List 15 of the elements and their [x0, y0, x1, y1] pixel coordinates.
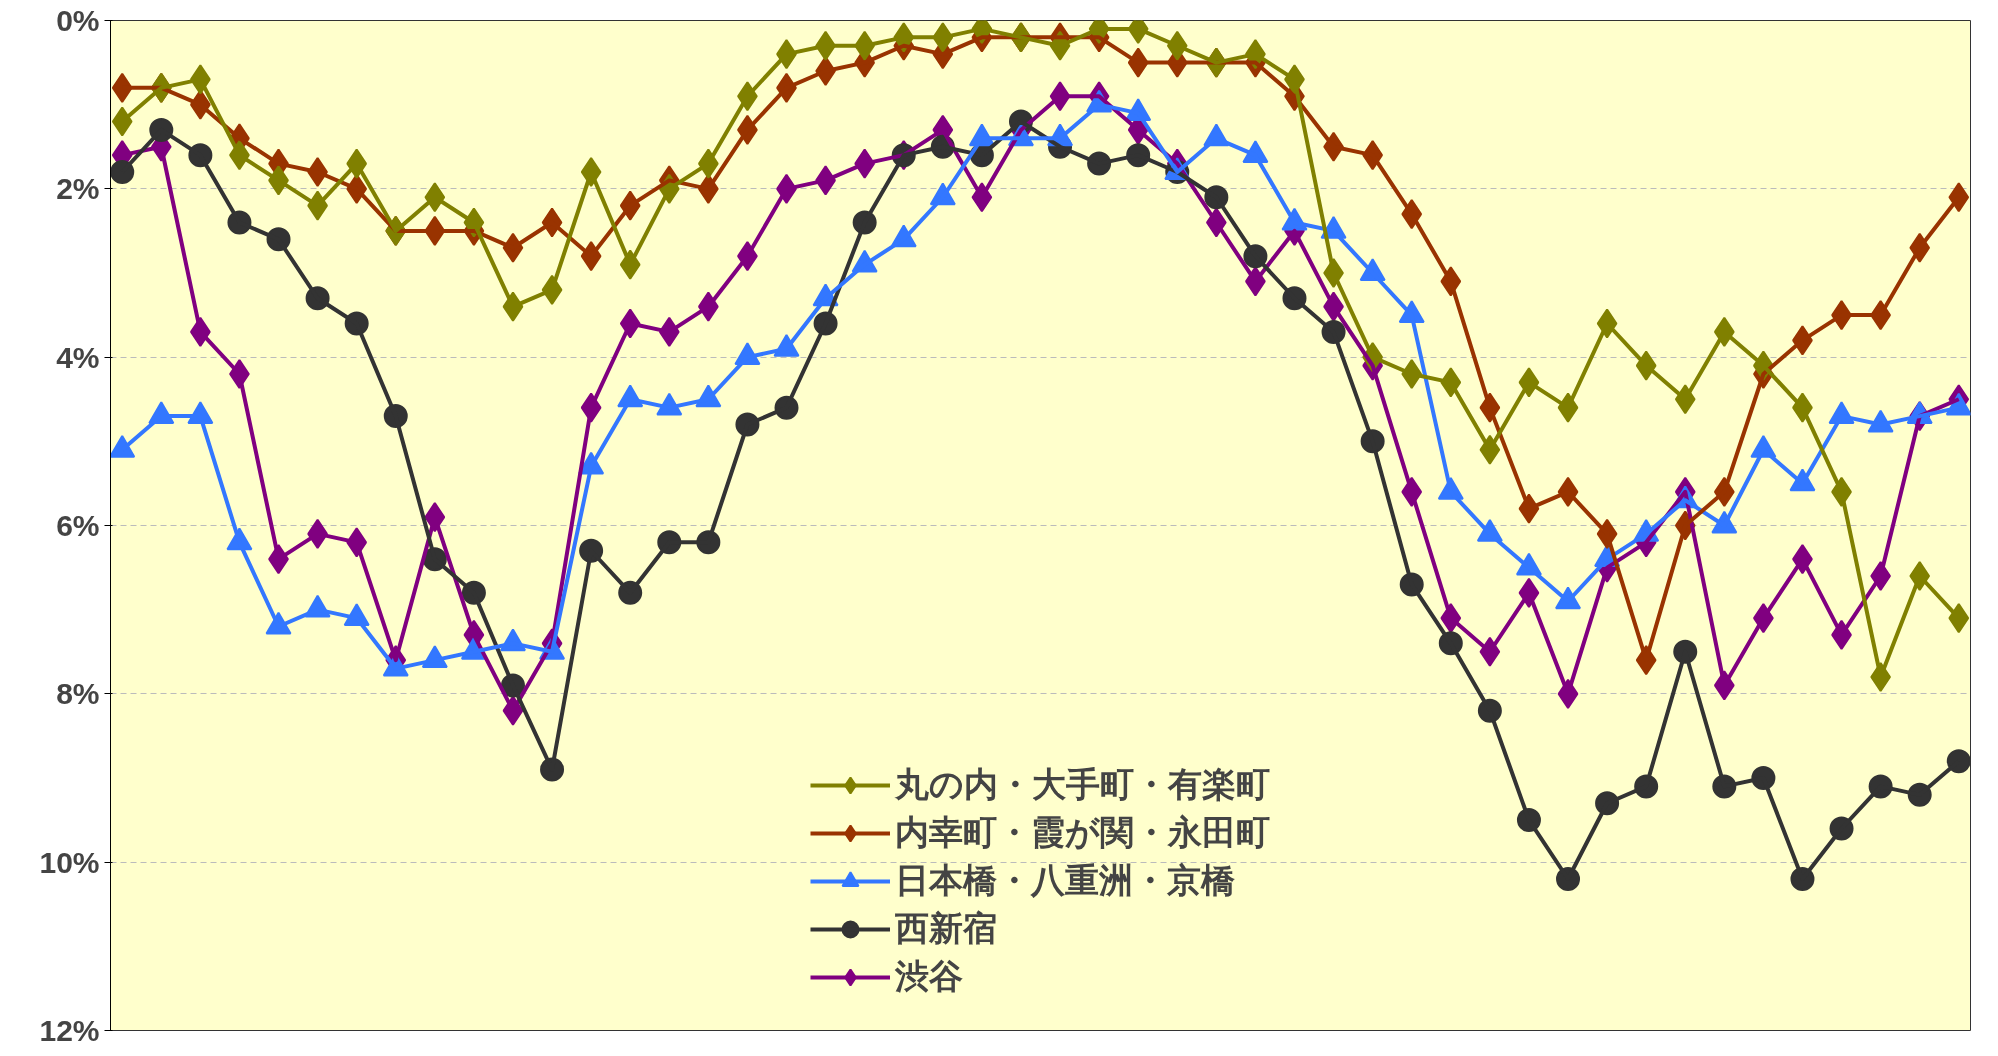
y-tick-label: 2%	[56, 172, 100, 206]
legend-label: 渋谷	[895, 955, 963, 998]
y-tick-label: 6%	[56, 509, 100, 542]
legend-label: 内幸町・霞が関・永田町	[895, 811, 1270, 854]
y-tick-label: 0%	[56, 4, 100, 37]
y-tick-label: 10%	[39, 845, 100, 879]
legend-label: 西新宿	[895, 907, 997, 950]
y-tick-label: 12%	[39, 1014, 100, 1047]
point	[1946, 749, 1971, 774]
point	[110, 160, 135, 184]
legend-label: 日本橋・八重洲・京橋	[895, 859, 1235, 902]
legend-label: 丸の内・大手町・有楽町	[895, 763, 1270, 806]
point	[1948, 603, 1970, 634]
y-tick-label: 8%	[56, 677, 100, 711]
y-tick-label: 4%	[56, 340, 100, 374]
